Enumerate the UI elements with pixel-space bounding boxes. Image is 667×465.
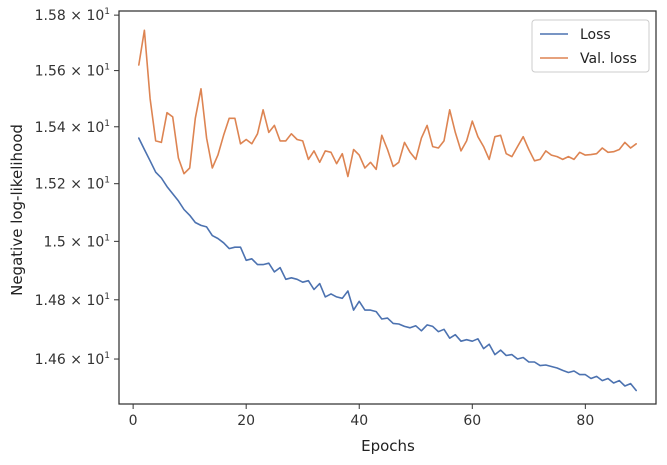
y-tick-label: 1.46 × 101 xyxy=(35,351,110,368)
legend-frame xyxy=(531,19,650,73)
legend-label-val-loss: Val. loss xyxy=(580,51,637,67)
y-tick-label: 1.58 × 101 xyxy=(35,7,110,24)
x-tick-label: 60 xyxy=(463,413,481,429)
x-axis-label: Epochs xyxy=(361,437,415,455)
y-tick-label: 1.5 × 101 xyxy=(44,233,110,250)
y-tick-label: 1.48 × 101 xyxy=(35,292,110,309)
legend: Loss Val. loss xyxy=(531,19,650,73)
legend-label-loss: Loss xyxy=(580,27,611,43)
x-tick-label: 20 xyxy=(237,413,255,429)
y-tick-label: 1.56 × 101 xyxy=(35,63,110,80)
series-line-loss xyxy=(138,137,638,392)
x-tick-label: 0 xyxy=(129,413,138,429)
y-axis-ticks: 1.46 × 101 1.48 × 101 1.5 × 101 1.52 × 101 1… xyxy=(35,7,119,368)
series-line-val-loss xyxy=(138,29,638,178)
x-tick-label: 40 xyxy=(350,413,368,429)
plot-frame xyxy=(118,10,657,405)
x-axis-ticks: 0 20 40 60 80 xyxy=(129,404,594,429)
x-tick-label: 80 xyxy=(576,413,594,429)
y-tick-label: 1.54 × 101 xyxy=(35,119,110,136)
y-axis-label: Negative log-likelihood xyxy=(8,124,26,296)
y-tick-label: 1.52 × 101 xyxy=(35,176,110,193)
series-lines xyxy=(138,29,638,392)
